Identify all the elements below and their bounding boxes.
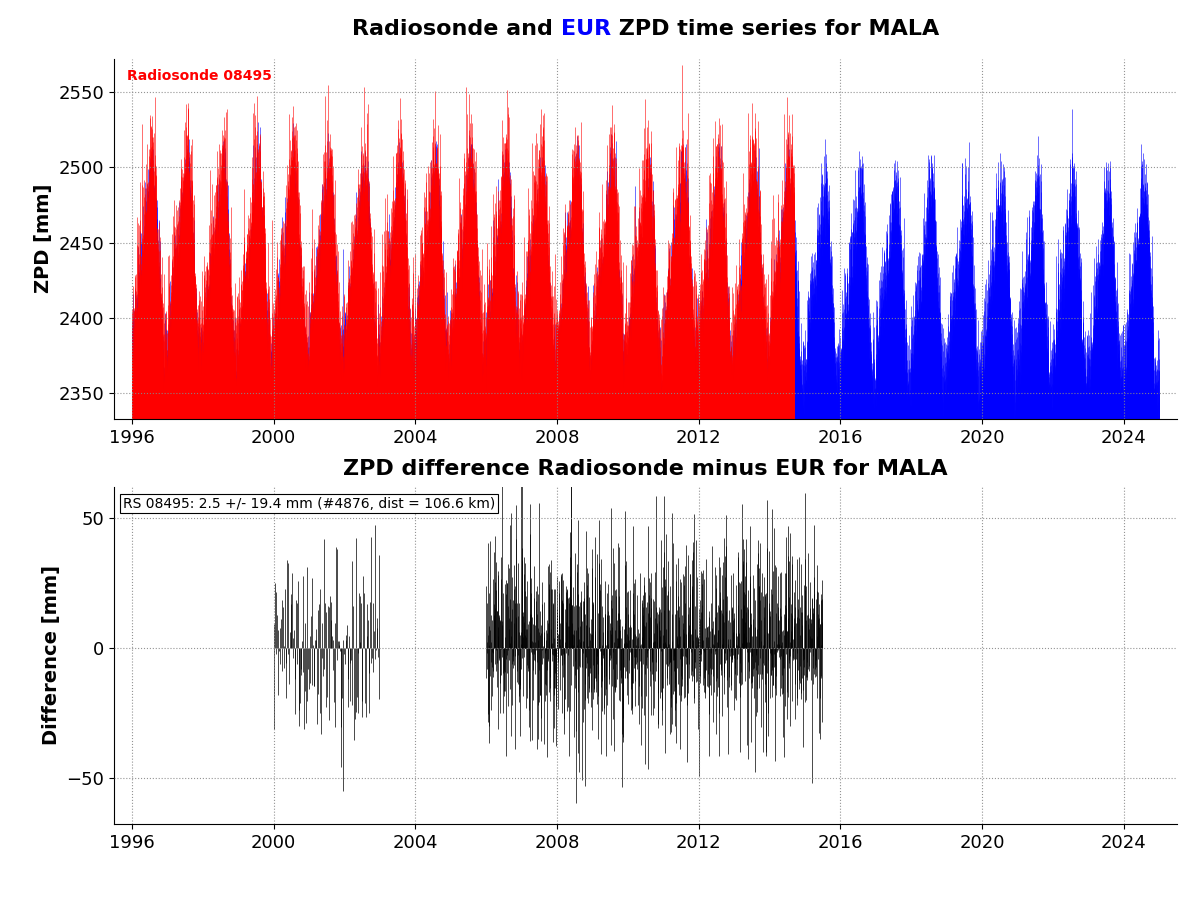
Text: EUR: EUR	[561, 19, 611, 39]
Text: Radiosonde 08495: Radiosonde 08495	[127, 69, 271, 84]
Y-axis label: Difference [mm]: Difference [mm]	[42, 566, 61, 745]
Text: Radiosonde and: Radiosonde and	[352, 19, 561, 39]
Text: ZPD time series for MALA: ZPD time series for MALA	[611, 19, 939, 39]
Text: RS 08495: 2.5 +/- 19.4 mm (#4876, dist = 106.6 km): RS 08495: 2.5 +/- 19.4 mm (#4876, dist =…	[123, 496, 495, 511]
Y-axis label: ZPD [mm]: ZPD [mm]	[34, 184, 53, 294]
Title: ZPD difference Radiosonde minus EUR for MALA: ZPD difference Radiosonde minus EUR for …	[343, 460, 948, 479]
